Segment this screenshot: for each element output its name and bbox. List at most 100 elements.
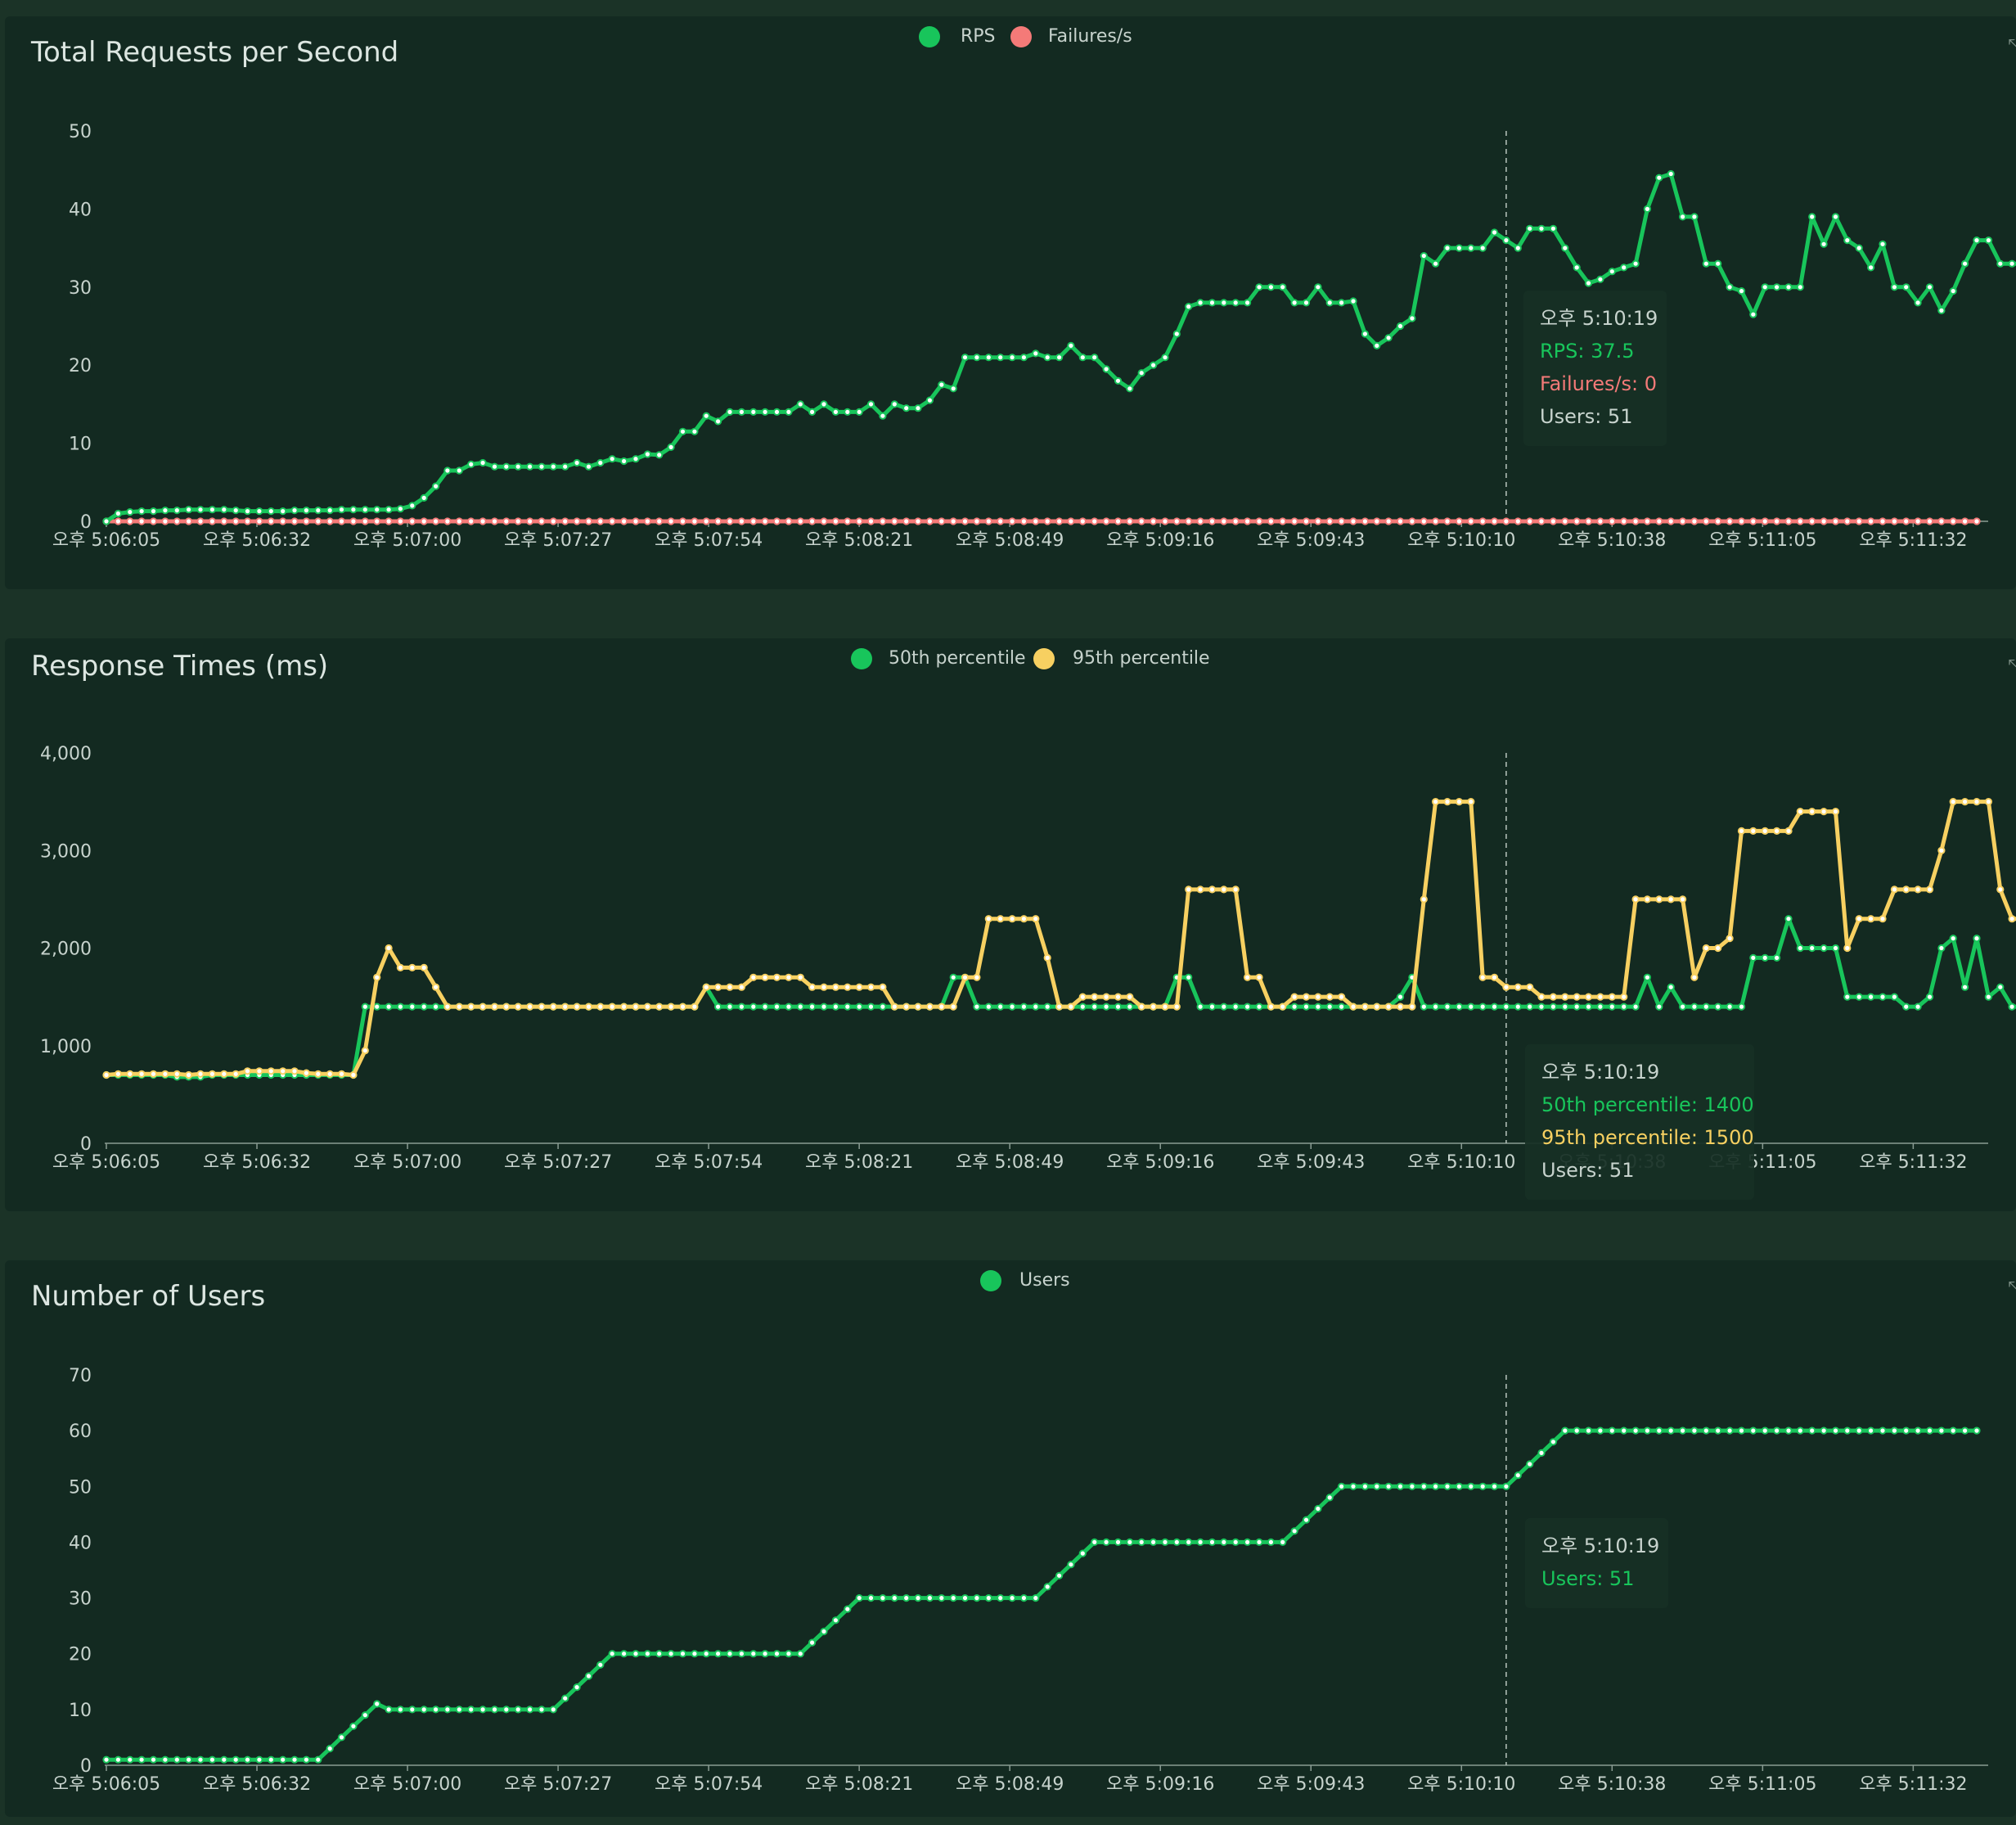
data-point[interactable] [1561, 517, 1569, 525]
data-point[interactable] [102, 1070, 110, 1079]
data-point[interactable] [255, 1755, 263, 1764]
data-point[interactable] [761, 517, 769, 525]
data-point[interactable] [1961, 517, 1969, 525]
data-point[interactable] [1032, 349, 1040, 358]
data-point[interactable] [1008, 354, 1016, 362]
data-point[interactable] [973, 973, 981, 981]
data-point[interactable] [279, 507, 287, 516]
data-point[interactable] [1244, 1003, 1252, 1011]
data-point[interactable] [1338, 299, 1346, 307]
data-point[interactable] [1220, 1538, 1228, 1546]
data-point[interactable] [1302, 1516, 1311, 1524]
data-point[interactable] [1420, 517, 1428, 525]
data-point[interactable] [420, 517, 428, 525]
data-point[interactable] [914, 1594, 922, 1602]
data-point[interactable] [702, 412, 710, 420]
data-point[interactable] [302, 1069, 310, 1077]
data-point[interactable] [1726, 517, 1734, 525]
data-point[interactable] [1667, 169, 1675, 178]
data-point[interactable] [1843, 993, 1852, 1001]
data-point[interactable] [1514, 1471, 1522, 1480]
data-point[interactable] [432, 1706, 440, 1714]
data-point[interactable] [949, 1003, 957, 1011]
data-point[interactable] [1820, 1426, 1828, 1435]
data-point[interactable] [1537, 1003, 1546, 1011]
data-point[interactable] [1808, 517, 1816, 525]
data-point[interactable] [1631, 1003, 1640, 1011]
data-point[interactable] [1361, 1003, 1370, 1011]
data-point[interactable] [373, 973, 381, 981]
data-point[interactable] [984, 1594, 992, 1602]
data-point[interactable] [1349, 517, 1357, 525]
data-point[interactable] [526, 1706, 534, 1714]
data-point[interactable] [455, 517, 463, 525]
data-point[interactable] [1961, 1426, 1969, 1435]
data-point[interactable] [1843, 944, 1852, 953]
data-point[interactable] [1032, 1003, 1040, 1011]
data-point[interactable] [1255, 517, 1263, 525]
data-point[interactable] [1432, 798, 1440, 806]
data-point[interactable] [761, 973, 769, 981]
data-point[interactable] [1561, 993, 1569, 1001]
data-point[interactable] [1902, 283, 1910, 291]
data-point[interactable] [1478, 244, 1487, 252]
data-point[interactable] [1078, 1549, 1087, 1557]
data-point[interactable] [538, 1003, 546, 1011]
data-point[interactable] [220, 1070, 228, 1078]
data-point[interactable] [1067, 1561, 1075, 1569]
data-point[interactable] [997, 915, 1005, 923]
data-point[interactable] [1161, 1538, 1169, 1546]
data-point[interactable] [643, 1003, 652, 1011]
data-point[interactable] [337, 517, 346, 525]
data-point[interactable] [1573, 264, 1581, 272]
data-point[interactable] [161, 1755, 169, 1764]
data-point[interactable] [1808, 213, 1816, 221]
data-point[interactable] [432, 517, 440, 525]
data-point[interactable] [1879, 240, 1887, 248]
data-point[interactable] [208, 1755, 216, 1764]
data-point[interactable] [714, 1650, 722, 1658]
data-point[interactable] [243, 507, 252, 516]
data-point[interactable] [420, 963, 428, 971]
data-point[interactable] [1620, 1426, 1628, 1435]
data-point[interactable] [1867, 915, 1875, 923]
data-point[interactable] [1573, 993, 1581, 1001]
data-point[interactable] [1643, 973, 1652, 981]
data-point[interactable] [1949, 935, 1957, 943]
data-point[interactable] [1843, 237, 1852, 245]
data-point[interactable] [831, 517, 840, 525]
data-point[interactable] [1526, 983, 1534, 991]
data-point[interactable] [1937, 306, 1946, 314]
data-point[interactable] [772, 973, 781, 981]
data-point[interactable] [1384, 1482, 1393, 1490]
data-point[interactable] [866, 1003, 875, 1011]
data-point[interactable] [208, 506, 216, 514]
data-point[interactable] [1714, 1003, 1722, 1011]
data-point[interactable] [302, 507, 310, 515]
data-point[interactable] [1761, 283, 1769, 291]
data-point[interactable] [1584, 993, 1593, 1001]
data-point[interactable] [737, 1650, 746, 1658]
data-point[interactable] [1549, 1003, 1558, 1011]
data-point[interactable] [173, 507, 181, 515]
data-point[interactable] [479, 517, 487, 525]
data-point[interactable] [1526, 1003, 1534, 1011]
data-point[interactable] [1537, 1449, 1546, 1457]
data-point[interactable] [1867, 993, 1875, 1001]
data-point[interactable] [1667, 983, 1675, 991]
data-point[interactable] [1185, 517, 1193, 525]
expand-icon[interactable]: ⤡ [2008, 1277, 2016, 1300]
data-point[interactable] [102, 1755, 110, 1764]
data-point[interactable] [490, 462, 499, 471]
data-point[interactable] [337, 506, 346, 514]
data-point[interactable] [1855, 915, 1863, 923]
data-point[interactable] [772, 517, 781, 525]
data-point[interactable] [1655, 1426, 1663, 1435]
legend-label-p95[interactable]: 95th percentile [1073, 648, 1210, 669]
data-point[interactable] [1902, 885, 1910, 894]
data-point[interactable] [772, 1003, 781, 1011]
data-point[interactable] [490, 1706, 499, 1714]
data-point[interactable] [1408, 314, 1416, 322]
data-point[interactable] [1185, 885, 1193, 894]
data-point[interactable] [726, 1003, 734, 1011]
